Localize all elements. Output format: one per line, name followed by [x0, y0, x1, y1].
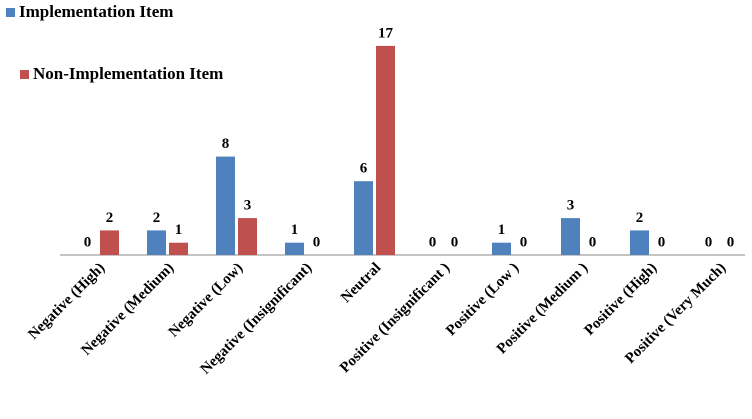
data-label: 3	[567, 198, 575, 214]
bar	[169, 242, 188, 255]
data-label: 0	[589, 234, 597, 250]
data-label: 2	[106, 210, 114, 226]
bar	[376, 45, 395, 256]
data-label: 0	[313, 234, 321, 250]
data-label: 1	[498, 222, 506, 238]
legend-label: Non-Implementation Item	[33, 64, 223, 83]
bar	[354, 181, 373, 255]
bar	[492, 242, 511, 255]
data-label: 0	[727, 234, 735, 250]
bar	[561, 218, 580, 255]
data-label: 6	[360, 161, 368, 177]
bar	[630, 230, 649, 255]
x-tick-label: Positive (High)	[581, 260, 660, 339]
data-label: 8	[222, 136, 230, 152]
data-label: 0	[84, 234, 92, 250]
data-label: 0	[429, 234, 437, 250]
data-label: 1	[291, 222, 299, 238]
x-tick-label: Neutral	[338, 260, 384, 306]
data-label: 2	[153, 210, 161, 226]
data-label: 0	[451, 234, 459, 250]
bar	[100, 230, 119, 255]
data-label: 0	[705, 234, 713, 250]
data-label: 17	[378, 25, 394, 41]
data-label: 1	[175, 222, 183, 238]
legend-swatch	[6, 8, 15, 17]
bar	[216, 156, 235, 255]
data-label: 0	[658, 234, 666, 250]
x-tick-label: Negative (Insignificant)	[198, 260, 316, 378]
bar	[238, 218, 257, 255]
x-tick-label: Positive (Low )	[443, 260, 522, 339]
data-label: 3	[244, 198, 252, 214]
data-label: 2	[636, 210, 644, 226]
legend-swatch	[20, 70, 29, 79]
bar	[147, 230, 166, 255]
legend-label: Implementation Item	[19, 2, 173, 21]
bar	[285, 242, 304, 255]
data-label: 0	[520, 234, 528, 250]
